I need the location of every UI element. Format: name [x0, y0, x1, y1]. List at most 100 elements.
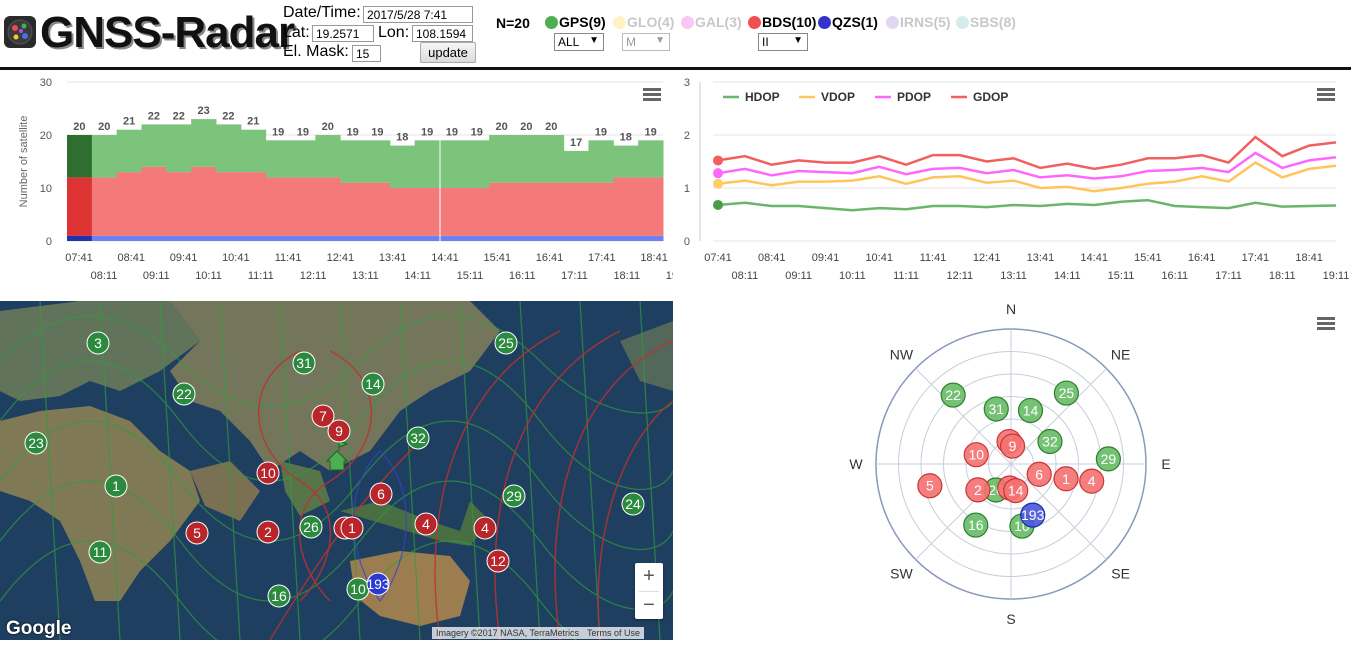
- bar-segment-bds: [240, 172, 267, 236]
- bar-segment-gps: [91, 135, 118, 178]
- map-marker-gps: 11: [88, 540, 112, 564]
- bar-segment-qzs: [216, 235, 242, 241]
- bds-signal-select[interactable]: II ▼: [758, 33, 808, 51]
- system-toggle-irns[interactable]: IRNS(5): [886, 14, 951, 30]
- bar-segment-gps: [340, 140, 366, 183]
- bds-toggle-label: BDS(10): [762, 14, 817, 30]
- satellite-marker-gps: 31: [983, 396, 1009, 422]
- skyplot-spoke: [915, 368, 1012, 465]
- satellite-marker-gps: 22: [940, 382, 966, 408]
- bar-segment-bds: [216, 172, 242, 236]
- bar-segment-qzs: [439, 235, 465, 241]
- data-point-gdop: [713, 155, 723, 166]
- marker-label: 16: [271, 588, 287, 604]
- update-button[interactable]: update: [420, 42, 476, 63]
- bar-segment-qzs: [588, 235, 614, 241]
- gps-signal-select[interactable]: ALL ▼: [554, 33, 604, 51]
- system-toggle-gps[interactable]: GPS(9): [545, 14, 606, 30]
- lat-field[interactable]: [312, 25, 374, 42]
- bar-segment-qzs: [265, 235, 291, 241]
- x-tick-label: 09:11: [143, 270, 170, 282]
- y-axis-label: Number of satellite: [18, 116, 30, 208]
- bar-segment-gps: [141, 124, 167, 167]
- lon-field[interactable]: [412, 25, 473, 42]
- x-tick-label: 17:41: [1242, 252, 1270, 264]
- glo-signal-select[interactable]: M ▼: [622, 33, 670, 51]
- satellite-dot: [1017, 397, 1044, 424]
- zoom-in-button[interactable]: +: [643, 565, 655, 587]
- datetime-field[interactable]: [363, 6, 473, 23]
- marker-dot: [473, 516, 497, 540]
- system-toggle-sbs[interactable]: SBS(8): [956, 14, 1016, 30]
- terms-of-use-link[interactable]: Terms of Use: [587, 628, 641, 638]
- bar-segment-qzs: [538, 235, 565, 241]
- bar-segment-bds: [613, 177, 639, 236]
- x-tick-label: 18:41: [640, 252, 668, 264]
- data-label: 22: [148, 110, 160, 122]
- line-pdop: [717, 151, 1337, 180]
- satellite-marker-bds: 10: [963, 442, 989, 468]
- bar-segment-gps: [439, 140, 465, 188]
- map-marker-gps: 22: [172, 382, 196, 406]
- y-tick-label: 1: [684, 183, 690, 195]
- bds-select-value: II: [762, 35, 769, 49]
- legend-label-pdop: PDOP: [897, 90, 931, 104]
- chart-menu-icon[interactable]: [643, 88, 661, 102]
- bar-segment-bds: [563, 182, 589, 236]
- map-marker-bds: 4: [414, 512, 438, 536]
- bar-segment-gps: [389, 145, 416, 188]
- x-tick-label: 18:11: [1269, 270, 1296, 282]
- elmask-field[interactable]: [352, 45, 381, 62]
- zoom-out-button[interactable]: −: [643, 594, 655, 616]
- qzs-ground-track: [353, 450, 407, 603]
- direction-label-sw: SW: [890, 566, 913, 582]
- bar-segment-gps: [365, 140, 391, 183]
- marker-label: 29: [506, 488, 522, 504]
- data-point-pdop: [713, 168, 723, 179]
- marker-label: 10: [350, 581, 366, 597]
- glo-toggle-label: GLO(4): [627, 14, 675, 30]
- chart-menu-icon[interactable]: [1317, 317, 1335, 331]
- bar-segment-qzs: [91, 235, 118, 241]
- map-marker-qzs: 193: [366, 572, 390, 596]
- system-toggle-glo[interactable]: GLO(4): [613, 14, 674, 30]
- irns-toggle-label: IRNS(5): [900, 14, 951, 30]
- bar-segment-bds: [389, 188, 416, 236]
- bar-segment-gps: [166, 124, 192, 173]
- marker-dot: [406, 426, 430, 450]
- bar-segment-bds: [315, 177, 341, 236]
- bar-segment-bds: [464, 188, 490, 236]
- marker-dot: [299, 515, 323, 539]
- marker-label: 31: [296, 355, 312, 371]
- chevron-down-icon: ▼: [589, 35, 599, 46]
- satellite-dot: [1053, 380, 1080, 406]
- satellite-dot: [963, 512, 989, 538]
- x-tick-label: 17:11: [1215, 270, 1242, 282]
- system-toggle-bds[interactable]: BDS(10): [748, 14, 816, 30]
- satellite-ground-track-map[interactable]: 3253114222332129242611161079106523414121…: [0, 301, 673, 640]
- x-tick-label: 08:41: [758, 252, 786, 264]
- satellite-marker-qzs: 193: [1020, 502, 1046, 528]
- system-toggle-qzs[interactable]: QZS(1): [818, 14, 878, 30]
- bar-segment-gps: [290, 140, 316, 178]
- x-tick-label: 14:11: [404, 270, 431, 282]
- x-tick-label: 08:11: [732, 270, 759, 282]
- data-label: 19: [421, 126, 433, 138]
- marker-dot: [414, 512, 438, 536]
- map-canvas[interactable]: 3253114222332129242611161079106523414121…: [0, 301, 673, 640]
- data-point-vdop: [713, 178, 723, 189]
- data-label: 20: [520, 121, 532, 133]
- chart-menu-icon[interactable]: [1317, 88, 1335, 102]
- marker-dot: [267, 584, 291, 608]
- bar-segment-qzs: [116, 235, 142, 241]
- x-tick-label: 12:41: [973, 252, 1001, 264]
- marker-dot: [366, 572, 390, 596]
- google-logo: Google: [6, 618, 72, 639]
- x-tick-label: 14:41: [1080, 252, 1108, 264]
- gps-toggle-label: GPS(9): [559, 14, 606, 30]
- system-toggle-gal[interactable]: GAL(3): [681, 14, 742, 30]
- datetime-label: Date/Time:: [283, 4, 361, 21]
- marker-label: 7: [319, 408, 327, 424]
- bar-segment-bds: [365, 182, 391, 236]
